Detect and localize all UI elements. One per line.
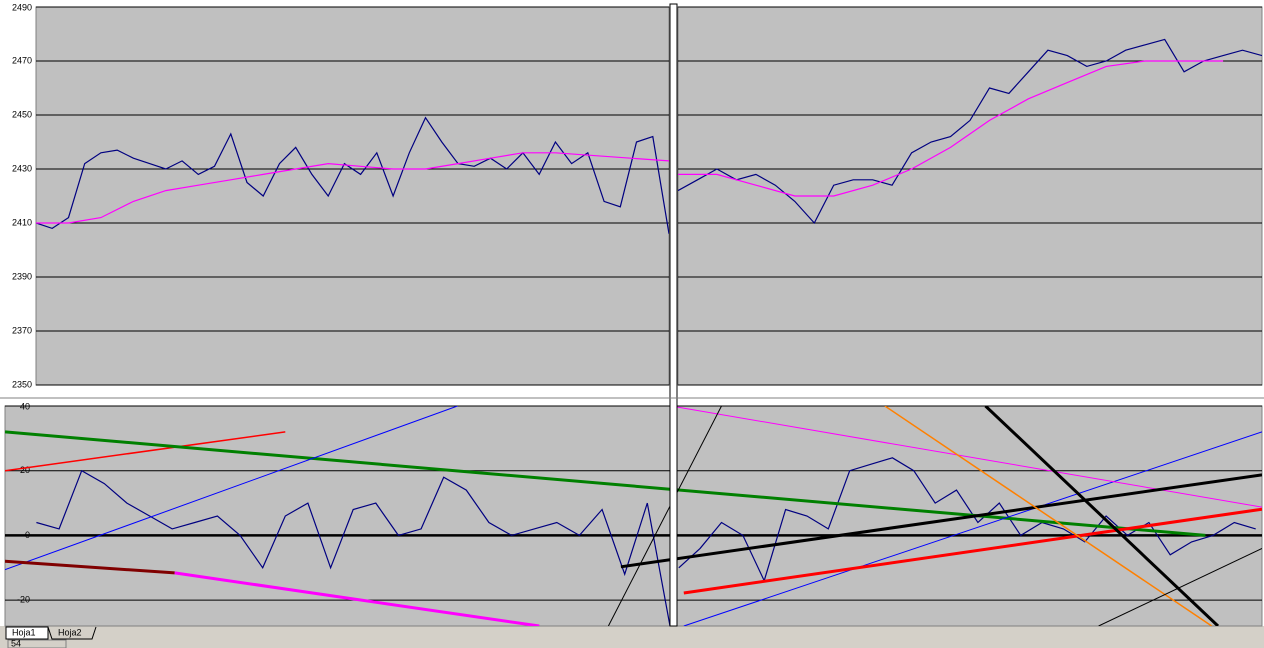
tab-label[interactable]: Hoja1 <box>12 627 36 637</box>
chart-panel <box>677 6 1263 386</box>
data-line <box>620 473 1262 569</box>
plot-area <box>677 6 1263 386</box>
data-line <box>36 469 671 626</box>
status-text: 54 <box>11 638 21 648</box>
data-line <box>36 152 669 224</box>
y-tick-label: 2410 <box>12 217 32 227</box>
data-line <box>607 406 722 626</box>
status-box <box>7 639 67 648</box>
series-group <box>5 406 1262 626</box>
data-line <box>5 406 458 571</box>
y-tick-label: 2390 <box>12 271 32 281</box>
data-line <box>174 571 540 626</box>
y-tick-label: 40 <box>20 401 30 411</box>
data-line <box>683 507 1262 595</box>
data-line <box>678 60 1224 197</box>
y-tick-label: 2450 <box>12 109 32 119</box>
plot-area <box>4 405 1263 627</box>
tab-label[interactable]: Hoja2 <box>58 627 82 637</box>
tab[interactable] <box>5 626 49 640</box>
data-line <box>884 406 1213 626</box>
series-group <box>678 38 1262 225</box>
series-group <box>36 116 669 234</box>
data-line <box>984 406 1220 626</box>
y-tick-label: 2370 <box>12 325 32 335</box>
y-tick-label: 20 <box>20 465 30 475</box>
data-line <box>5 431 286 472</box>
data-line <box>678 38 1262 225</box>
y-tick-label: 2350 <box>12 379 32 389</box>
data-line <box>1098 547 1262 626</box>
y-tick-label: 2430 <box>12 163 32 173</box>
tab[interactable] <box>47 626 97 640</box>
data-line <box>683 431 1262 626</box>
divider <box>669 3 678 627</box>
plot-area <box>35 6 670 386</box>
y-tick-label: -20 <box>17 594 30 604</box>
chart-panel: 40200-20 <box>4 401 1263 627</box>
data-line <box>5 559 175 575</box>
y-tick-label: 2490 <box>12 2 32 12</box>
chart-panel: 2350 2370 2390 2410 2430 2450 2470 2490 <box>12 2 670 389</box>
y-tick-label: 2470 <box>12 55 32 65</box>
tab-bar <box>0 626 1264 648</box>
